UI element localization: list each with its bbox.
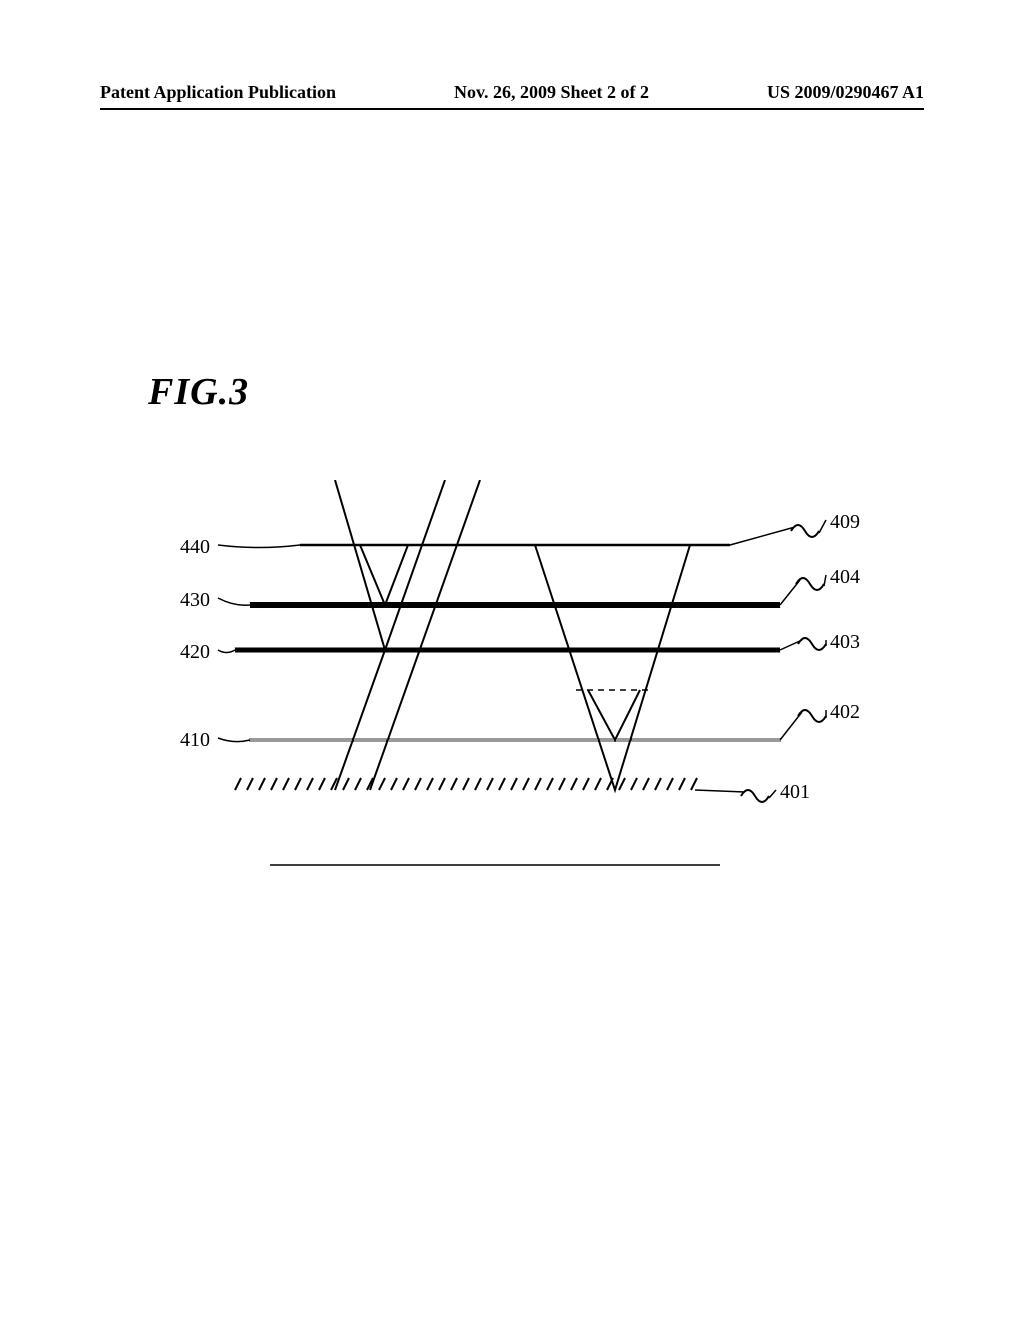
diagram-svg: 440 430 420 410 409 404 403 402 401: [140, 480, 880, 910]
header-center: Nov. 26, 2009 Sheet 2 of 2: [454, 82, 649, 103]
ref-label-403: 403: [830, 631, 860, 653]
header-left: Patent Application Publication: [100, 82, 336, 103]
figure-title: FIG.3: [148, 370, 249, 414]
header-rule: [100, 108, 924, 110]
ref-label-420: 420: [180, 641, 210, 663]
ref-label-440: 440: [180, 536, 210, 558]
figure-diagram: 440 430 420 410 409 404 403 402 401: [140, 480, 880, 910]
ref-label-402: 402: [830, 701, 860, 723]
header-right: US 2009/0290467 A1: [767, 82, 924, 103]
ref-label-404: 404: [830, 566, 860, 588]
ref-label-409: 409: [830, 511, 860, 533]
page-header: Patent Application Publication Nov. 26, …: [100, 82, 924, 103]
ref-label-430: 430: [180, 589, 210, 611]
ref-label-401: 401: [780, 781, 810, 803]
ref-label-410: 410: [180, 729, 210, 751]
